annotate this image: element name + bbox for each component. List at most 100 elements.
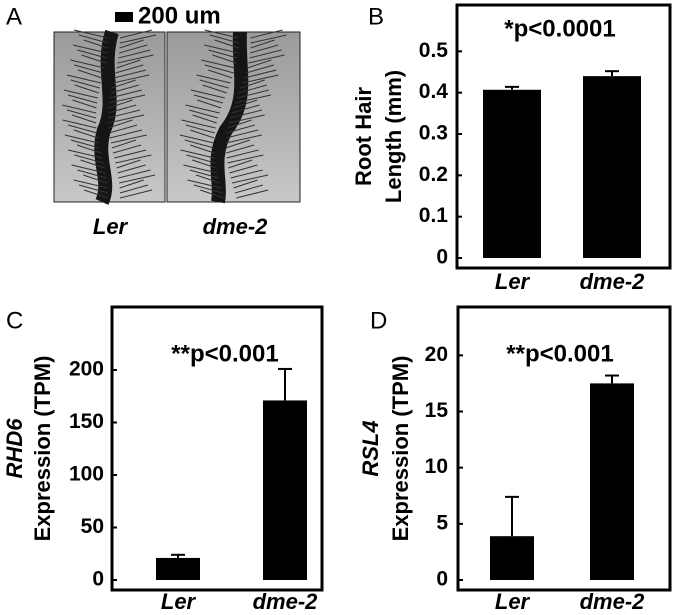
hair	[112, 144, 142, 154]
hair	[228, 159, 253, 169]
hair	[72, 99, 97, 109]
y-axis-label: Root Hair	[351, 87, 376, 186]
hair	[250, 44, 279, 54]
y-tick-label: 50	[81, 515, 104, 538]
hair	[209, 34, 239, 44]
annotation: **p<0.001	[171, 340, 278, 367]
hair	[227, 119, 252, 129]
hair	[114, 69, 147, 79]
scale-bar	[115, 12, 133, 22]
hair	[119, 189, 153, 199]
y-tick-label: 0	[436, 246, 448, 269]
hair	[189, 169, 219, 179]
hair	[68, 149, 103, 159]
hair	[73, 44, 108, 54]
y-axis-label: Expression (TPM)	[388, 356, 413, 542]
panel-letter: A	[6, 3, 22, 30]
hair	[231, 174, 269, 184]
hair	[119, 174, 156, 184]
hair	[249, 49, 282, 59]
hair	[197, 99, 222, 109]
hair	[78, 184, 109, 194]
hair	[236, 189, 269, 199]
hair	[247, 59, 272, 69]
hair	[200, 189, 225, 199]
y-tick-label: 0.1	[419, 204, 449, 227]
hair	[185, 104, 220, 114]
bar	[483, 89, 541, 258]
y-tick-label: 0.3	[419, 122, 448, 145]
hair	[73, 29, 109, 39]
hair	[109, 129, 142, 139]
root	[94, 29, 119, 205]
bar	[583, 76, 641, 258]
y-tick-label: 0.4	[419, 80, 449, 103]
hair	[229, 164, 258, 174]
hair	[208, 49, 238, 59]
hair	[108, 99, 133, 109]
hair	[77, 169, 107, 179]
hair	[71, 164, 106, 174]
x-tick-label: dme-2	[253, 589, 319, 614]
hair	[117, 164, 146, 174]
hair	[111, 139, 137, 149]
hair	[195, 174, 221, 184]
hair	[74, 154, 104, 164]
hair	[192, 114, 217, 124]
hair	[70, 139, 101, 149]
plot-frame	[456, 305, 672, 592]
panel-letter: D	[370, 307, 387, 334]
hair	[231, 104, 260, 114]
hair	[190, 89, 225, 99]
hair	[196, 74, 231, 84]
panel-letter: C	[6, 307, 23, 334]
hair	[225, 134, 262, 144]
hair	[250, 39, 275, 49]
scale-label: 200 um	[138, 2, 221, 29]
hair	[70, 59, 105, 69]
y-tick-label: 5	[436, 511, 448, 534]
hair	[119, 39, 144, 49]
hair	[67, 124, 98, 134]
hair	[204, 29, 239, 39]
panel-letter: B	[368, 3, 384, 30]
y-tick-label: 0.2	[419, 163, 448, 186]
hair	[119, 179, 144, 189]
y-tick-label: 0	[436, 568, 448, 591]
hair	[110, 84, 139, 94]
hair	[80, 159, 105, 169]
hair	[70, 79, 100, 89]
hair	[83, 174, 108, 184]
hair	[184, 139, 214, 149]
hair	[202, 84, 227, 94]
hair	[201, 59, 236, 69]
hair	[192, 159, 217, 169]
hair	[115, 154, 152, 164]
plot-frame	[455, 3, 672, 270]
hair	[228, 114, 265, 124]
hair	[119, 34, 157, 44]
hair	[186, 154, 216, 164]
image-label: dme-2	[203, 214, 269, 239]
hair	[74, 84, 99, 94]
hair	[112, 74, 150, 84]
hair	[193, 184, 223, 194]
hair	[212, 54, 237, 64]
hair	[66, 74, 102, 84]
hair	[116, 59, 141, 69]
root	[210, 31, 249, 204]
hair	[61, 104, 97, 114]
hair	[193, 94, 224, 104]
hair	[108, 119, 133, 129]
hair	[119, 184, 149, 194]
hair	[74, 64, 104, 74]
hair	[111, 79, 136, 89]
x-tick-label: dme-2	[580, 589, 646, 614]
hair	[230, 169, 263, 179]
hair	[67, 94, 98, 104]
hair	[118, 169, 151, 179]
hair	[233, 99, 258, 109]
y-axis-label: RSL4	[358, 420, 383, 476]
hair	[115, 64, 144, 74]
hair	[108, 124, 138, 134]
